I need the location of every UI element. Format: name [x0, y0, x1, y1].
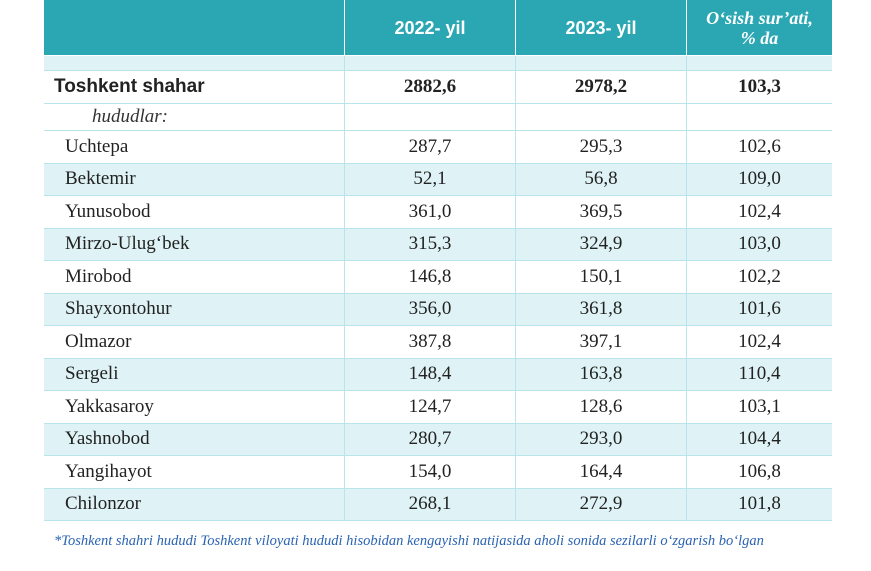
- value-2023: 361,8: [516, 293, 687, 325]
- value-2023: 56,8: [516, 163, 687, 195]
- value-2023: 295,3: [516, 131, 687, 163]
- district-name: Bektemir: [44, 163, 345, 195]
- table-row: Olmazor 387,8 397,1 102,4: [44, 326, 832, 359]
- district-name: Sergeli: [44, 358, 345, 390]
- value-2022: 124,7: [345, 391, 516, 423]
- value-2023: 128,6: [516, 391, 687, 423]
- population-table: 2022- yil 2023- yil O‘sish sur’ati, % da…: [44, 0, 832, 521]
- value-2022: 387,8: [345, 326, 516, 358]
- growth-rate: 103,1: [738, 395, 781, 417]
- district-name: Yakkasaroy: [44, 391, 345, 423]
- header-growth-line2: % da: [740, 27, 779, 48]
- value-2023: 163,8: [516, 358, 687, 390]
- value-2022: 268,1: [345, 488, 516, 520]
- district-name: Yangihayot: [44, 456, 345, 488]
- header-growth-line1: O‘sish sur’ati,: [706, 7, 813, 28]
- district-name: Chilonzor: [44, 488, 345, 520]
- district-name: Yunusobod: [44, 196, 345, 228]
- total-growth: 103,3: [738, 76, 781, 97]
- value-2022: 148,4: [345, 358, 516, 390]
- growth-rate: 102,4: [738, 330, 781, 352]
- total-2023: 2978,2: [516, 71, 687, 103]
- district-name: Olmazor: [44, 326, 345, 358]
- table-row: Shayxontohur 356,0 361,8 101,6: [44, 293, 832, 326]
- value-2022: 52,1: [345, 163, 516, 195]
- value-2023: 293,0: [516, 423, 687, 455]
- district-name: Uchtepa: [44, 131, 345, 163]
- growth-rate: 109,0: [738, 168, 781, 190]
- growth-rate: 101,8: [738, 493, 781, 515]
- footnote: *Toshkent shahri hududi Toshkent viloyat…: [54, 533, 764, 549]
- growth-rate: 102,2: [738, 265, 781, 287]
- growth-rate: 102,4: [738, 200, 781, 222]
- value-2022: 287,7: [345, 131, 516, 163]
- table-row: Bektemir 52,1 56,8 109,0: [44, 163, 832, 196]
- subheading-label: hududlar:: [44, 104, 345, 130]
- district-name: Mirobod: [44, 261, 345, 293]
- table-row: Yashnobod 280,7 293,0 104,4: [44, 423, 832, 456]
- district-name: Mirzo-Ulug‘bek: [44, 228, 345, 260]
- growth-rate: 101,6: [738, 298, 781, 320]
- total-2022: 2882,6: [345, 71, 516, 103]
- header-2023: 2023- yil: [516, 0, 687, 55]
- subheading-row: hududlar:: [44, 104, 832, 131]
- table-row: Mirobod 146,8 150,1 102,2: [44, 261, 832, 294]
- table-header: 2022- yil 2023- yil O‘sish sur’ati, % da: [44, 0, 832, 56]
- value-2023: 324,9: [516, 228, 687, 260]
- value-2022: 154,0: [345, 456, 516, 488]
- growth-rate: 110,4: [738, 363, 781, 385]
- table-row: Uchtepa 287,7 295,3 102,6: [44, 131, 832, 164]
- value-2023: 150,1: [516, 261, 687, 293]
- table-row: Yakkasaroy 124,7 128,6 103,1: [44, 391, 832, 424]
- value-2023: 164,4: [516, 456, 687, 488]
- table-row: Mirzo-Ulug‘bek 315,3 324,9 103,0: [44, 228, 832, 261]
- growth-rate: 103,0: [738, 233, 781, 255]
- table-row: Sergeli 148,4 163,8 110,4: [44, 358, 832, 391]
- value-2022: 356,0: [345, 293, 516, 325]
- total-row: Toshkent shahar 2882,6 2978,2 103,3: [44, 71, 832, 104]
- table-row: Yunusobod 361,0 369,5 102,4: [44, 196, 832, 229]
- value-2023: 397,1: [516, 326, 687, 358]
- value-2022: 361,0: [345, 196, 516, 228]
- header-spacer-row: [44, 56, 832, 71]
- district-rows: Uchtepa 287,7 295,3 102,6 Bektemir 52,1 56,8 10…: [44, 131, 832, 521]
- total-name: Toshkent shahar: [44, 71, 345, 103]
- table-row: Chilonzor 268,1 272,9 101,8: [44, 488, 832, 521]
- growth-rate: 104,4: [738, 428, 781, 450]
- district-name: Shayxontohur: [44, 293, 345, 325]
- value-2022: 315,3: [345, 228, 516, 260]
- growth-rate: 102,6: [738, 135, 781, 157]
- district-name: Yashnobod: [44, 423, 345, 455]
- growth-rate: 106,8: [738, 460, 781, 482]
- value-2022: 280,7: [345, 423, 516, 455]
- header-name-cell: [44, 0, 345, 55]
- value-2022: 146,8: [345, 261, 516, 293]
- table-row: Yangihayot 154,0 164,4 106,8: [44, 456, 832, 489]
- value-2023: 272,9: [516, 488, 687, 520]
- header-2022: 2022- yil: [345, 0, 516, 55]
- header-growth: O‘sish sur’ati, % da: [687, 0, 832, 55]
- value-2023: 369,5: [516, 196, 687, 228]
